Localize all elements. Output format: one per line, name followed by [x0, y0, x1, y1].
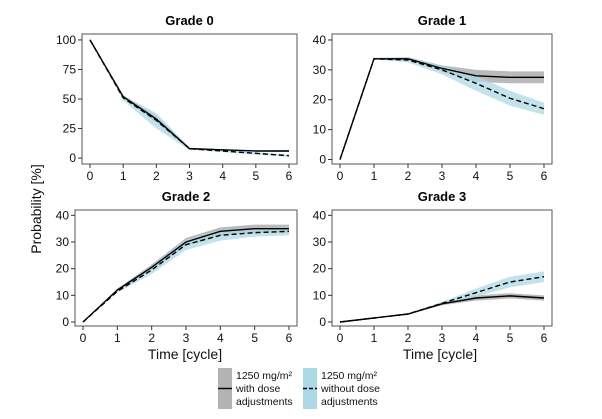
x-tick-label: 1 — [371, 169, 378, 183]
x-tick-label: 1 — [120, 169, 127, 183]
x-tick-label: 1 — [114, 331, 121, 345]
line-without-dose-adjustments — [82, 230, 290, 323]
band-with-dose-adjustments — [83, 224, 289, 322]
band-with-dose-adjustments — [90, 39, 289, 153]
y-tick-label: 40 — [56, 208, 70, 222]
y-axis-label: Probability [%] — [28, 164, 44, 253]
y-tick-label: 20 — [56, 262, 70, 276]
panel-title: Grade 2 — [162, 189, 210, 204]
x-tick-label: 6 — [541, 331, 548, 345]
panel-grade-0: Grade 0 0 25 50 75 100 0 1 2 3 4 5 6 — [56, 13, 298, 183]
x-tick-label: 2 — [153, 169, 160, 183]
band-without-dose-adjustments — [340, 271, 544, 322]
x-tick-label: 6 — [286, 331, 293, 345]
y-tick-label: 0 — [69, 151, 76, 165]
x-tick-label: 3 — [439, 169, 446, 183]
line-with-dose-adjustments — [339, 295, 545, 323]
panel-grade-3: Grade 3 0 10 20 30 40 0 1 2 3 4 5 6 — [313, 189, 553, 345]
x-tick-label: 4 — [473, 331, 480, 345]
legend-label: adjustments — [321, 396, 378, 408]
legend-label: with dose — [235, 383, 281, 395]
x-tick-label: 5 — [507, 331, 514, 345]
x-tick-label: 5 — [507, 169, 514, 183]
panel-title: Grade 3 — [418, 189, 466, 204]
legend-label: adjustments — [236, 396, 293, 408]
panel-border — [81, 33, 298, 165]
x-tick-label: 5 — [251, 331, 258, 345]
y-tick-label: 20 — [313, 262, 327, 276]
x-tick-label: 2 — [405, 331, 412, 345]
y-tick-label: 30 — [313, 235, 327, 249]
y-tick-label: 10 — [313, 288, 327, 302]
y-tick-label: 40 — [313, 208, 327, 222]
x-axis-label-right: Time [cycle] — [403, 346, 477, 362]
y-tick-label: 10 — [56, 288, 70, 302]
x-tick-label: 4 — [473, 169, 480, 183]
legend-label: 1250 mg/m² — [321, 370, 378, 382]
panel-title: Grade 1 — [418, 13, 466, 28]
x-tick-label: 3 — [439, 331, 446, 345]
x-tick-label: 2 — [148, 331, 155, 345]
y-tick-label: 0 — [62, 315, 69, 329]
line-with-dose-adjustments — [82, 227, 289, 323]
y-tick-label: 25 — [63, 122, 77, 136]
band-with-dose-adjustments — [340, 293, 544, 322]
band-without-dose-adjustments — [90, 39, 289, 157]
y-tick-label: 50 — [63, 92, 77, 106]
band-without-dose-adjustments — [83, 227, 289, 322]
y-tick-label: 0 — [319, 153, 326, 167]
x-tick-label: 5 — [252, 169, 259, 183]
x-tick-label: 4 — [217, 331, 224, 345]
legend-label: without dose — [320, 383, 380, 395]
x-tick-label: 0 — [80, 331, 87, 345]
y-tick-label: 40 — [313, 33, 327, 47]
y-tick-label: 20 — [313, 93, 327, 107]
y-tick-label: 30 — [313, 63, 327, 77]
x-tick-label: 3 — [186, 169, 193, 183]
x-tick-label: 6 — [541, 169, 548, 183]
y-tick-label: 0 — [319, 315, 326, 329]
band-without-dose-adjustments — [340, 57, 544, 160]
line-without-dose-adjustments — [339, 275, 545, 323]
x-tick-label: 1 — [371, 331, 378, 345]
line-without-dose-adjustments — [339, 58, 545, 160]
panel-grade-1: Grade 1 0 10 20 30 40 0 1 2 3 4 5 6 — [313, 13, 553, 183]
x-tick-label: 0 — [337, 169, 344, 183]
y-tick-label: 75 — [63, 62, 77, 76]
x-tick-label: 0 — [87, 169, 94, 183]
x-tick-label: 3 — [183, 331, 190, 345]
panel-border — [331, 209, 553, 327]
x-tick-label: 2 — [405, 169, 412, 183]
legend-label: 1250 mg/m² — [236, 370, 293, 382]
x-tick-label: 4 — [219, 169, 226, 183]
panel-title: Grade 0 — [165, 13, 213, 28]
y-tick-label: 10 — [313, 123, 327, 137]
x-tick-label: 6 — [286, 169, 293, 183]
line-without-dose-adjustments — [89, 39, 290, 157]
y-tick-label: 30 — [56, 235, 70, 249]
y-tick-label: 100 — [56, 33, 76, 47]
line-with-dose-adjustments — [89, 39, 289, 152]
x-tick-label: 0 — [337, 331, 344, 345]
panel-grade-2: Grade 2 0 10 20 30 40 0 1 2 3 4 5 6 — [56, 189, 298, 345]
x-axis-label-left: Time [cycle] — [148, 346, 222, 362]
